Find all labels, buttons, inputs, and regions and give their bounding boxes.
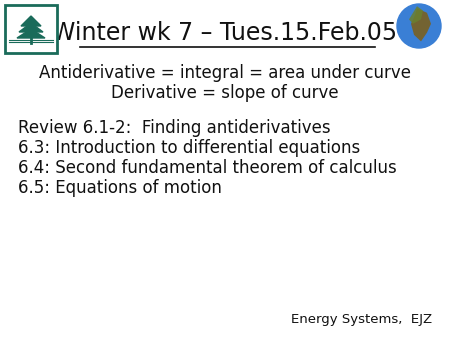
Text: Energy Systems,  EJZ: Energy Systems, EJZ xyxy=(291,314,432,327)
FancyBboxPatch shape xyxy=(5,5,57,53)
Text: 6.5: Equations of motion: 6.5: Equations of motion xyxy=(18,179,222,197)
Text: 6.3: Introduction to differential equations: 6.3: Introduction to differential equati… xyxy=(18,139,360,157)
Polygon shape xyxy=(411,8,431,41)
Polygon shape xyxy=(21,16,41,26)
Text: Review 6.1-2:  Finding antiderivatives: Review 6.1-2: Finding antiderivatives xyxy=(18,119,331,137)
Text: Antiderivative = integral = area under curve: Antiderivative = integral = area under c… xyxy=(39,64,411,82)
Polygon shape xyxy=(17,29,45,38)
Polygon shape xyxy=(409,6,423,24)
Circle shape xyxy=(397,4,441,48)
Text: 6.4: Second fundamental theorem of calculus: 6.4: Second fundamental theorem of calcu… xyxy=(18,159,397,177)
Polygon shape xyxy=(19,23,43,32)
Text: Derivative = slope of curve: Derivative = slope of curve xyxy=(111,84,339,102)
Text: Winter wk 7 – Tues.15.Feb.05: Winter wk 7 – Tues.15.Feb.05 xyxy=(53,21,397,45)
